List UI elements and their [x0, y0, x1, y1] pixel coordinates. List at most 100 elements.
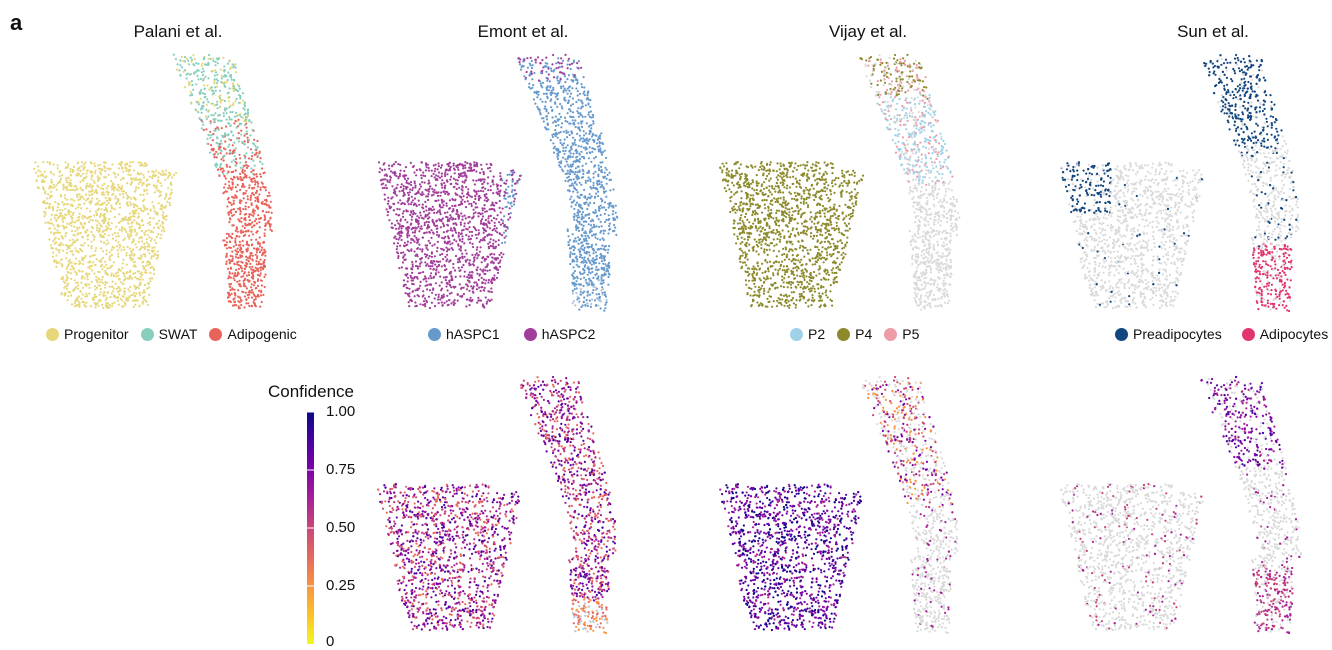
scatter-point [422, 193, 425, 196]
scatter-point [445, 285, 448, 288]
scatter-point [231, 195, 234, 198]
scatter-point [105, 199, 108, 202]
scatter-point [405, 179, 408, 182]
scatter-point [137, 240, 140, 243]
scatter-point [50, 222, 53, 225]
scatter-point [465, 298, 468, 301]
scatter-point [162, 217, 165, 220]
scatter-point [41, 173, 44, 176]
scatter-point [139, 281, 142, 284]
scatter-point [503, 236, 506, 239]
scatter-point [572, 178, 575, 181]
scatter-point [222, 136, 225, 139]
scatter-point [234, 294, 237, 297]
scatter-point [553, 145, 556, 148]
scatter-point [424, 284, 427, 287]
scatter-point [134, 188, 137, 191]
scatter-point [126, 201, 129, 204]
scatter-point [605, 177, 608, 180]
scatter-point [245, 258, 248, 261]
scatter-point [122, 290, 126, 293]
scatter-point [93, 263, 97, 266]
scatter-point [540, 71, 543, 74]
scatter-point [425, 246, 428, 250]
scatter-point [495, 276, 499, 279]
scatter-point [589, 201, 592, 204]
scatter-point [93, 302, 96, 305]
scatter-point [133, 284, 136, 287]
scatter-point [585, 122, 588, 125]
scatter-point [586, 92, 589, 95]
scatter-point [235, 162, 238, 165]
scatter-point [86, 217, 89, 220]
scatter-point [556, 94, 559, 97]
scatter-point [430, 229, 433, 232]
scatter-point [435, 233, 439, 236]
scatter-point [143, 291, 146, 294]
scatter-point [78, 270, 81, 273]
scatter-point [84, 161, 87, 164]
scatter-point [42, 187, 45, 190]
scatter-point [51, 255, 55, 258]
scatter-point [560, 162, 563, 165]
scatter-point [105, 229, 108, 232]
scatter-point [578, 283, 581, 286]
scatter-point [82, 244, 85, 247]
scatter-point [69, 174, 72, 177]
scatter-point [133, 228, 136, 231]
scatter-point [392, 209, 395, 212]
scatter-point [383, 168, 386, 171]
scatter-point [251, 128, 254, 131]
scatter-point [406, 221, 409, 224]
scatter-point [579, 238, 582, 241]
scatter-point [444, 279, 447, 282]
scatter-point [241, 225, 244, 228]
scatter-point [78, 301, 81, 304]
scatter-point [600, 165, 603, 168]
scatter-point [448, 281, 451, 284]
scatter-point [232, 66, 235, 69]
scatter-point [575, 100, 578, 104]
scatter-point [574, 149, 577, 152]
scatter-point [119, 244, 122, 247]
scatter-point [137, 270, 140, 273]
scatter-point [237, 118, 240, 121]
scatter-point [95, 247, 98, 250]
scatter-point [230, 66, 233, 69]
scatter-point [63, 286, 66, 289]
scatter-point [558, 112, 561, 115]
scatter-point [380, 183, 383, 186]
scatter-point [50, 213, 53, 216]
scatter-point [549, 139, 552, 142]
scatter-point [212, 118, 215, 121]
scatter-point [410, 215, 414, 218]
scatter-point [80, 188, 83, 191]
scatter-point [117, 255, 120, 258]
scatter-point [564, 165, 567, 168]
scatter-point [67, 263, 70, 266]
scatter-point [130, 197, 133, 200]
scatter-point [126, 233, 130, 236]
scatter-point [93, 295, 96, 299]
scatter-point [169, 193, 172, 196]
scatter-point [602, 232, 605, 235]
scatter-point [444, 255, 447, 258]
scatter-point [452, 208, 455, 211]
scatter-point [237, 305, 240, 308]
scatter-point [134, 272, 137, 275]
scatter-point [566, 92, 569, 95]
scatter-point [474, 211, 477, 214]
scatter-point [105, 243, 108, 246]
scatter-point [57, 231, 60, 234]
scatter-point [144, 299, 147, 303]
scatter-point [468, 271, 471, 274]
scatter-point [498, 232, 501, 235]
scatter-point [85, 301, 88, 304]
scatter-point [496, 271, 500, 274]
scatter-point [556, 105, 559, 108]
scatter-point [523, 75, 526, 78]
scatter-point [402, 185, 405, 188]
scatter-point [241, 261, 244, 264]
scatter-point [571, 201, 574, 204]
scatter-point [412, 213, 415, 216]
